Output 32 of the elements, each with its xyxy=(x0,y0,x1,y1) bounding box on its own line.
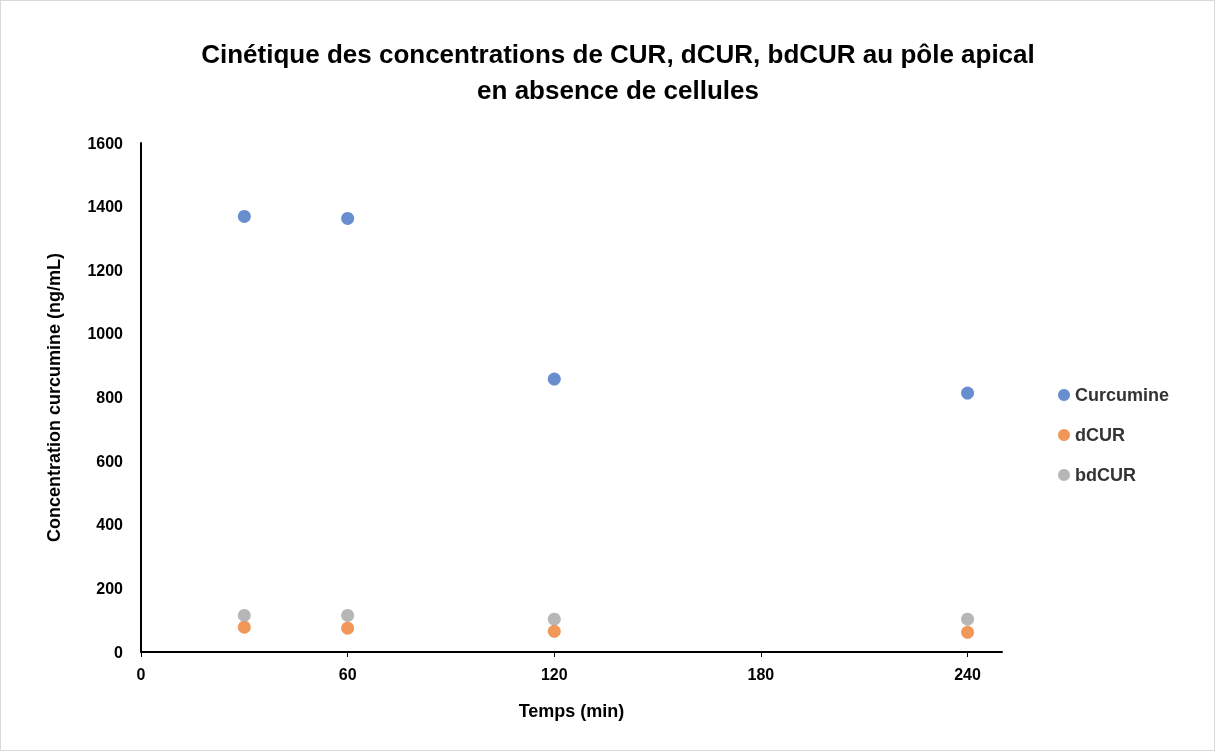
y-tick-label: 0 xyxy=(114,643,124,661)
point xyxy=(961,625,975,639)
y-tick-label: 1000 xyxy=(87,325,124,343)
x-tick-label: 0 xyxy=(136,665,146,683)
legend-label: dCUR xyxy=(1075,425,1125,445)
y-tick-label: 400 xyxy=(96,516,124,534)
point xyxy=(341,608,355,622)
point xyxy=(547,612,561,626)
point xyxy=(547,372,561,386)
legend-label: Curcumine xyxy=(1075,385,1170,405)
point xyxy=(341,621,355,635)
y-tick-label: 200 xyxy=(96,579,124,597)
y-tick-label: 800 xyxy=(96,389,124,406)
y-tick-label: 600 xyxy=(96,452,124,470)
x-tick-label: 180 xyxy=(747,665,775,683)
point xyxy=(237,209,251,223)
x-axis-title: Temps (min) xyxy=(518,701,625,721)
x-tick-label: 120 xyxy=(540,665,568,683)
point xyxy=(547,624,561,638)
chart-title: Cinétique des concentrations de CUR, dCUR, bdCUR au pôle apical en absence de cellules xyxy=(201,39,1035,105)
point xyxy=(341,211,355,225)
y-tick-label: 1600 xyxy=(87,134,124,152)
legend-label: bdCUR xyxy=(1075,465,1136,485)
x-tick-label: 240 xyxy=(954,665,982,683)
point xyxy=(961,386,975,400)
point xyxy=(237,620,251,634)
y-tick-label: 1200 xyxy=(87,261,124,279)
point xyxy=(237,608,251,622)
y-axis-title: Concentration curcumine (ng/mL) xyxy=(44,252,64,543)
x-tick-label: 60 xyxy=(338,665,357,683)
y-tick-label: 1400 xyxy=(87,198,124,216)
point xyxy=(961,612,975,626)
